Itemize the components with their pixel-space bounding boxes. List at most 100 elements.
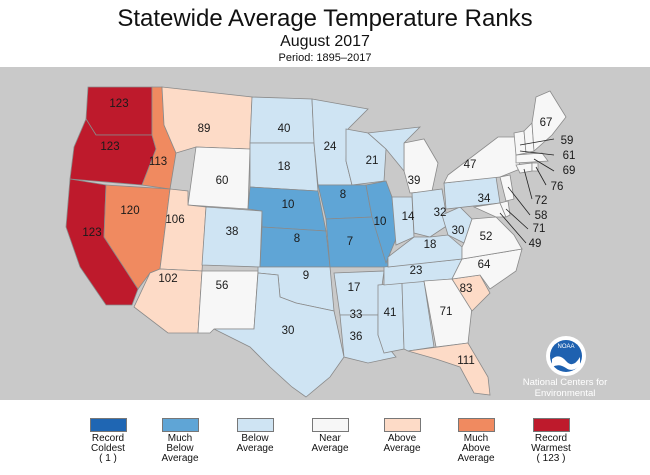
leader-line-MA	[533, 158, 555, 172]
map-header: Statewide Average Temperature Ranks Augu…	[0, 0, 650, 66]
state-NJ	[499, 174, 515, 202]
rank-label-OH: 32	[434, 207, 447, 219]
rank-label-ME: 67	[540, 117, 553, 129]
map-period: Period: 1895–2017	[278, 52, 372, 64]
legend-swatch	[383, 418, 421, 432]
state-MT	[161, 86, 253, 154]
rank-label-NE: 10	[282, 199, 295, 211]
state-WA	[85, 86, 153, 136]
state-ME	[531, 90, 567, 152]
legend-label: Average	[311, 443, 349, 454]
leader-line-VT	[519, 150, 555, 156]
legend-label: Average	[457, 453, 495, 464]
credit-date: Wed Sep 6 2017	[529, 410, 601, 421]
leader-line-NH	[519, 138, 555, 146]
legend-label: Much	[463, 433, 489, 444]
rank-label-UT: 106	[165, 214, 184, 226]
state-TX	[213, 272, 345, 398]
map-panel: 123 123 123 113 120 89 60 106 38 102 56 …	[0, 67, 650, 421]
rank-label-NY: 47	[464, 159, 477, 171]
credit-line: Information	[541, 399, 589, 410]
rank-label-WI: 21	[366, 155, 379, 167]
rank-label-NH: 59	[561, 135, 574, 147]
state-GA	[423, 278, 473, 348]
rank-label-ID: 113	[149, 156, 167, 168]
rank-label-AR: 33	[350, 309, 363, 321]
legend-label: Above	[387, 433, 417, 444]
map-subtitle: August 2017	[280, 33, 370, 50]
legend-swatch	[457, 418, 495, 432]
legend-label: ( 123 )	[536, 453, 566, 464]
credit-line: Environmental	[534, 388, 596, 399]
legend-label: Average	[383, 443, 421, 454]
legend-label: Average	[161, 453, 199, 464]
leader-lines	[499, 138, 555, 244]
state-DE	[499, 200, 511, 218]
leader-line-DE	[505, 208, 529, 230]
leader-line-RI	[535, 166, 547, 186]
rank-label-SC: 83	[460, 283, 473, 295]
rank-label-IL: 10	[374, 216, 387, 228]
state-FL	[407, 342, 491, 396]
noaa-logo-text: NOAA	[557, 344, 574, 350]
rank-label-PA: 34	[478, 193, 491, 205]
rank-label-OR: 123	[100, 141, 119, 153]
noaa-logo-icon: NOAA	[546, 336, 586, 376]
rank-label-MI_UP: 39	[408, 175, 421, 187]
leader-line-NJ	[507, 186, 531, 216]
legend-swatch	[236, 418, 274, 432]
legend-item-above: Above Average	[367, 418, 437, 454]
rank-label-ND: 40	[278, 123, 291, 135]
rank-label-IA: 8	[340, 189, 346, 201]
legend-label: Warmest	[531, 443, 571, 454]
state-OH	[411, 188, 449, 238]
rank-label-NJ: 58	[535, 210, 548, 222]
legend: Record Coldest ( 1 ) Much Below Average …	[0, 418, 650, 475]
map-title: Statewide Average Temperature Ranks	[117, 5, 533, 32]
rank-label-KS: 8	[294, 233, 300, 245]
legend-label: Below	[166, 443, 194, 454]
rank-label-MO: 7	[347, 236, 353, 248]
credit-block: National Centers for Environmental Infor…	[510, 377, 620, 421]
legend-item-much-above: Much Above Average	[441, 418, 511, 464]
legend-item-much-below: Much Below Average	[145, 418, 215, 464]
rank-label-WV: 30	[452, 225, 465, 237]
rank-label-FL: 111	[457, 355, 474, 367]
rank-label-AZ: 102	[158, 273, 177, 285]
state-KY	[387, 234, 463, 268]
rank-label-TX: 30	[282, 325, 295, 337]
rank-label-CA: 123	[82, 227, 101, 239]
rank-label-VT: 61	[563, 150, 576, 162]
legend-swatch	[161, 418, 199, 432]
rank-label-SD: 18	[278, 161, 291, 173]
rank-label-CO: 38	[226, 226, 239, 238]
legend-label: Record	[91, 433, 125, 444]
legend-item-below: Below Average	[220, 418, 290, 454]
rank-label-VA: 52	[480, 231, 493, 243]
rank-label-MA: 69	[563, 165, 576, 177]
legend-label: Below	[241, 433, 269, 444]
legend-swatch	[532, 418, 570, 432]
credit-line: National Centers for	[522, 377, 608, 388]
us-map: 123 123 123 113 120 89 60 106 38 102 56 …	[0, 67, 650, 400]
leader-line-MD	[499, 212, 527, 244]
rank-label-MT: 89	[198, 123, 211, 135]
rank-label-KY: 18	[424, 239, 437, 251]
legend-label: ( 1 )	[99, 453, 117, 464]
legend-label: Average	[236, 443, 274, 454]
state-MA	[515, 152, 549, 164]
state-VA	[461, 216, 523, 260]
legend-item-near: Near Average	[295, 418, 365, 454]
rank-label-DE: 71	[533, 223, 546, 235]
rank-label-NC: 64	[478, 259, 491, 271]
rank-label-OKX: 9	[303, 270, 309, 282]
legend-label: Coldest	[91, 443, 125, 454]
rank-label-CT: 72	[535, 195, 548, 207]
noaa-logo-wave	[552, 356, 580, 370]
leader-line-CT	[523, 168, 533, 200]
rank-label-MD: 49	[529, 238, 542, 250]
legend-label: Near	[319, 433, 341, 444]
rank-label-MN: 24	[324, 141, 337, 153]
state-ND	[249, 96, 315, 144]
legend-label: Above	[461, 443, 491, 454]
